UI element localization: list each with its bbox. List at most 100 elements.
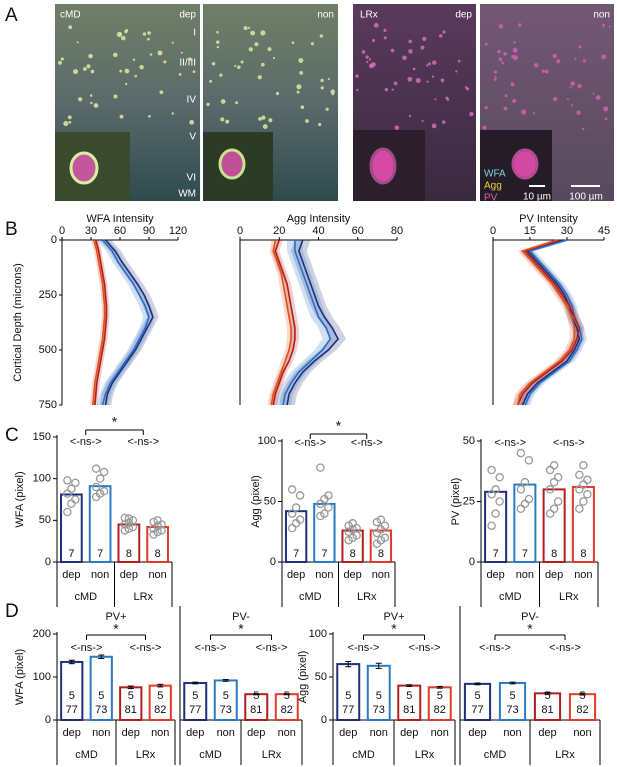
scale-label: 10 µm: [523, 192, 551, 203]
cell-dot: [93, 103, 99, 108]
x-tick-label: 80: [391, 225, 403, 237]
significance: *: [336, 418, 342, 434]
data-point: [291, 503, 301, 512]
cell-dot: [442, 30, 446, 34]
legend-label: Agg: [484, 181, 502, 192]
cell-dot: [504, 94, 508, 98]
y-axis-label: Agg (pixel): [250, 475, 262, 528]
data-point: [524, 494, 534, 504]
data-point: [549, 504, 559, 514]
data-point: [324, 491, 333, 500]
layer-label: V: [189, 132, 196, 143]
x-tick-label: non: [574, 569, 592, 581]
data-point: [553, 473, 563, 482]
y-tick-label: 100: [309, 628, 327, 640]
cell-dot: [216, 30, 219, 34]
group-label: LRx: [559, 591, 579, 603]
group-label: LRx: [262, 749, 282, 761]
y-tick-label: 50: [264, 495, 276, 507]
data-point: [579, 497, 588, 506]
cell-dot: [552, 97, 558, 102]
cell-dot: [58, 60, 62, 65]
cell-dot: [68, 120, 72, 124]
group-label: cMD: [299, 591, 322, 603]
x-tick-label: dep: [468, 727, 486, 739]
cell-dot: [501, 61, 505, 65]
significance: <-ns->: [479, 642, 511, 654]
cell-dot: [291, 41, 295, 45]
cell-dot: [116, 31, 123, 37]
significance: *: [238, 621, 244, 637]
x-tick-label: non: [278, 727, 296, 739]
cell-dot: [83, 67, 87, 71]
y-tick-label: 50: [463, 435, 475, 447]
cell-dot: [119, 114, 124, 119]
x-tick-label: dep: [122, 727, 140, 739]
cell-dot: [569, 86, 572, 89]
cell-dot: [592, 92, 595, 95]
x-tick-label: dep: [62, 569, 80, 581]
line: [270, 239, 292, 406]
cell-dot: [113, 94, 118, 99]
n-label: 82: [576, 704, 588, 716]
cell-dot: [512, 47, 518, 53]
image-label: non: [593, 10, 610, 21]
cell-dot: [88, 53, 93, 59]
cell-dot: [89, 94, 93, 97]
y-tick-label: 500: [39, 344, 57, 356]
cell-dot: [125, 82, 128, 86]
y-axis-label: WFA (pixel): [14, 471, 26, 527]
cell-dot: [361, 50, 366, 54]
n-label: 5: [69, 690, 75, 702]
n-label: 5: [128, 690, 134, 702]
cell-dot: [78, 97, 83, 102]
cell-dot: [521, 109, 527, 115]
panel-label: B: [5, 219, 18, 240]
panel-label: C: [5, 425, 19, 446]
cell-dot: [445, 96, 449, 100]
x-tick-label: dep: [120, 569, 138, 581]
y-tick-label: 25: [463, 495, 475, 507]
cell-dot: [571, 104, 574, 107]
cell-dot: [90, 69, 95, 74]
n-label: 7: [68, 548, 74, 560]
n-label: 73: [220, 704, 232, 716]
image-label: non: [317, 10, 334, 21]
cell-dot: [408, 49, 413, 54]
data-point: [380, 521, 390, 530]
cell-dot: [578, 45, 582, 49]
x-tick-label: non: [516, 569, 534, 581]
cell-dot: [243, 26, 248, 31]
x-tick-label: 0: [59, 225, 65, 237]
cell-dot: [393, 81, 398, 86]
y-tick-label: 50: [39, 514, 51, 526]
n-label: 77: [471, 704, 483, 716]
cell-dot: [250, 30, 256, 36]
n-label: 77: [342, 704, 354, 716]
cell-dot: [325, 107, 329, 111]
significance: <-ns->: [130, 642, 162, 654]
cell-dot: [577, 83, 582, 89]
line: [94, 239, 108, 406]
inset-cell: [218, 148, 246, 180]
x-tick-label: 40: [312, 225, 324, 237]
n-label: 77: [189, 704, 201, 716]
x-tick-label: dep: [538, 727, 556, 739]
group-label: LRx: [555, 749, 575, 761]
cell-dot: [608, 25, 611, 28]
cell-dot: [394, 125, 400, 130]
data-point: [91, 464, 101, 473]
x-tick-label: dep: [400, 727, 418, 739]
cell-dot: [595, 95, 601, 100]
cell-dot: [86, 64, 91, 69]
x-tick-label: non: [217, 727, 235, 739]
cell-dot: [149, 53, 153, 56]
data-point: [491, 485, 500, 494]
data-point: [120, 513, 130, 523]
cell-dot: [68, 25, 73, 30]
cell-dot: [498, 57, 503, 61]
bar: [146, 526, 169, 563]
cell-dot: [493, 70, 498, 74]
error-band: [269, 240, 299, 405]
cell-dot: [383, 28, 387, 32]
